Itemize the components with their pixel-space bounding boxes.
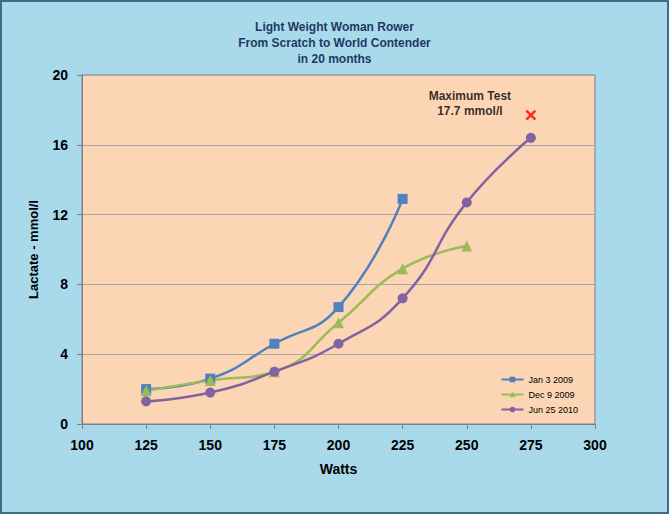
svg-text:in 20 months: in 20 months bbox=[297, 52, 371, 66]
svg-text:175: 175 bbox=[263, 437, 287, 453]
svg-text:From Scratch to World Contende: From Scratch to World Contender bbox=[238, 36, 431, 50]
svg-text:8: 8 bbox=[60, 276, 68, 292]
svg-text:300: 300 bbox=[583, 437, 607, 453]
svg-text:16: 16 bbox=[52, 137, 68, 153]
svg-text:250: 250 bbox=[455, 437, 479, 453]
svg-text:0: 0 bbox=[60, 416, 68, 432]
svg-text:225: 225 bbox=[391, 437, 415, 453]
svg-text:275: 275 bbox=[519, 437, 543, 453]
svg-text:Maximum Test: Maximum Test bbox=[429, 89, 511, 103]
svg-text:150: 150 bbox=[199, 437, 223, 453]
svg-text:12: 12 bbox=[52, 207, 68, 223]
svg-text:Lactate - mmol/l: Lactate - mmol/l bbox=[26, 200, 41, 299]
svg-text:Jan 3 2009: Jan 3 2009 bbox=[528, 375, 573, 385]
svg-text:Dec 9 2009: Dec 9 2009 bbox=[528, 390, 574, 400]
svg-text:125: 125 bbox=[134, 437, 158, 453]
svg-text:Watts: Watts bbox=[320, 461, 358, 477]
svg-text:20: 20 bbox=[52, 67, 68, 83]
svg-text:Light Weight Woman Rower: Light Weight Woman Rower bbox=[255, 20, 414, 34]
svg-text:100: 100 bbox=[70, 437, 94, 453]
svg-text:17.7 mmol/l: 17.7 mmol/l bbox=[437, 104, 502, 118]
svg-text:Jun 25 2010: Jun 25 2010 bbox=[528, 405, 578, 415]
svg-text:200: 200 bbox=[327, 437, 351, 453]
svg-text:4: 4 bbox=[60, 346, 68, 362]
